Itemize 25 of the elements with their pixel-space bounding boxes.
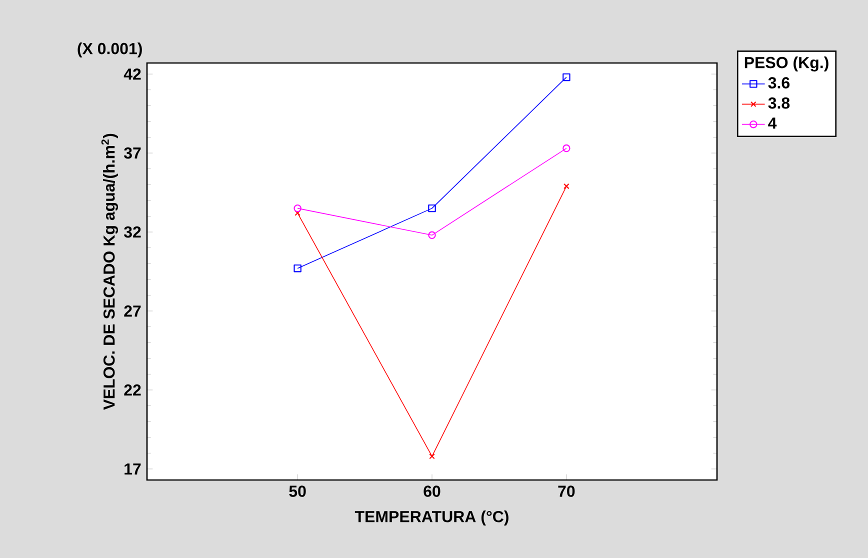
- x-axis-title: TEMPERATURA (°C): [354, 510, 508, 526]
- point: [564, 183, 570, 190]
- y-tick-label: 27: [124, 305, 141, 317]
- y-tick-label: 32: [124, 226, 141, 238]
- point: [562, 73, 570, 82]
- legend-label: 4: [768, 118, 777, 129]
- legend-label: 3.6: [768, 77, 790, 89]
- y-tick-label: 42: [124, 68, 141, 80]
- legend-title: PESO (Kg.): [744, 56, 828, 72]
- point: [428, 231, 436, 240]
- text: (X 0.001): [78, 42, 142, 58]
- legend-label: 3.8: [768, 97, 790, 109]
- point: [428, 204, 436, 212]
- y-axis-title: VELOC. DE SECADO Kg agua/(h.m$^{2}$): [101, 134, 118, 410]
- point: [429, 453, 435, 460]
- point: [562, 144, 570, 152]
- point: [294, 210, 300, 216]
- point: [294, 204, 302, 212]
- x-tick-label: 50: [289, 486, 306, 497]
- point: [294, 264, 302, 272]
- x-tick-label: 60: [424, 486, 440, 497]
- y-tick-label: 37: [124, 147, 141, 159]
- x-tick-label: 70: [558, 486, 575, 497]
- y-tick-label: 22: [124, 384, 141, 396]
- y-tick-label: 17: [124, 463, 141, 474]
